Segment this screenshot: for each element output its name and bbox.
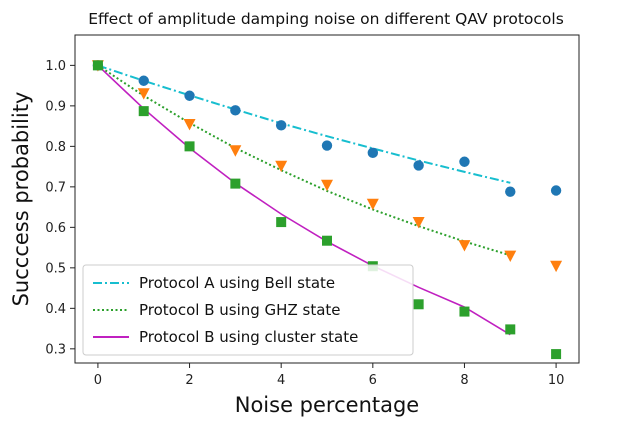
y-tick-label: 0.4 [45, 302, 66, 317]
legend: Protocol A using Bell state Protocol B us… [82, 264, 414, 356]
y-axis-label: Succcess probability [9, 92, 33, 307]
axes-frame [74, 34, 580, 364]
series-1-point-circle [367, 147, 379, 159]
series-3-point-square [505, 324, 516, 335]
x-axis-label: Noise percentage [235, 393, 419, 417]
series-3-point-square [322, 235, 332, 246]
x-tick-label: 10 [548, 373, 565, 388]
series-2-point-triangle [504, 250, 517, 262]
series-3-fit-line [97, 64, 511, 336]
series-3-point-square [551, 349, 562, 360]
series-3-point-square [138, 106, 149, 117]
y-tick-label: 0.3 [45, 342, 66, 357]
series-1-point-circle [230, 105, 241, 116]
series-2-point-triangle [550, 260, 563, 273]
series-2-point-triangle [275, 160, 288, 173]
series-1-point-circle [413, 160, 424, 171]
axis-ticks: 0 2 4 6 8 10 0.3 0.4 0.5 0.6 0.7 0.8 0.9 1.0 [45, 59, 564, 388]
y-tick-label: 0.8 [45, 140, 66, 155]
series-3-point-square [92, 60, 103, 71]
series-1-point-circle [505, 186, 516, 197]
y-tick-label: 0.5 [45, 261, 66, 276]
series-2-point-triangle [183, 118, 196, 131]
series-1-point-circle [184, 90, 195, 101]
plot-area [91, 60, 563, 360]
series-1-point-circle [321, 140, 333, 151]
y-tick-label: 0.9 [45, 99, 66, 114]
chart-title: Effect of amplitude damping noise on dif… [88, 10, 564, 28]
legend-label-1: Protocol A using Bell state [139, 274, 335, 292]
series-2-point-triangle [366, 198, 379, 211]
x-tick-label: 2 [185, 373, 193, 388]
series-1-point-circle [550, 185, 562, 196]
series-3-point-square [184, 141, 195, 152]
series-3-point-square [230, 178, 241, 189]
y-tick-label: 1.0 [45, 59, 66, 74]
y-tick-label: 0.7 [45, 180, 66, 195]
series-2-point-triangle [321, 179, 333, 192]
series-1-fit-line [97, 64, 511, 184]
legend-label-3: Protocol B using cluster state [139, 328, 358, 346]
series-1-point-circle [275, 120, 287, 131]
x-tick-label: 4 [277, 373, 285, 388]
series-2-point-triangle [137, 88, 150, 100]
x-tick-label: 6 [369, 373, 377, 388]
series-3-point-square [459, 306, 470, 317]
x-tick-label: 0 [94, 373, 102, 388]
series-3-point-square [413, 299, 424, 310]
series-2-point-triangle [412, 216, 425, 229]
x-tick-label: 8 [460, 373, 468, 388]
series-1-point-circle [138, 75, 149, 86]
series-2-fit-line [97, 64, 511, 257]
legend-label-2: Protocol B using GHZ state [139, 301, 341, 319]
y-tick-label: 0.6 [45, 221, 66, 236]
legend-box [82, 264, 414, 356]
series-1-point-circle [459, 156, 470, 167]
series-3-point-square [276, 217, 287, 228]
series-2-point-triangle [458, 240, 471, 252]
series-2-point-triangle [229, 145, 242, 157]
